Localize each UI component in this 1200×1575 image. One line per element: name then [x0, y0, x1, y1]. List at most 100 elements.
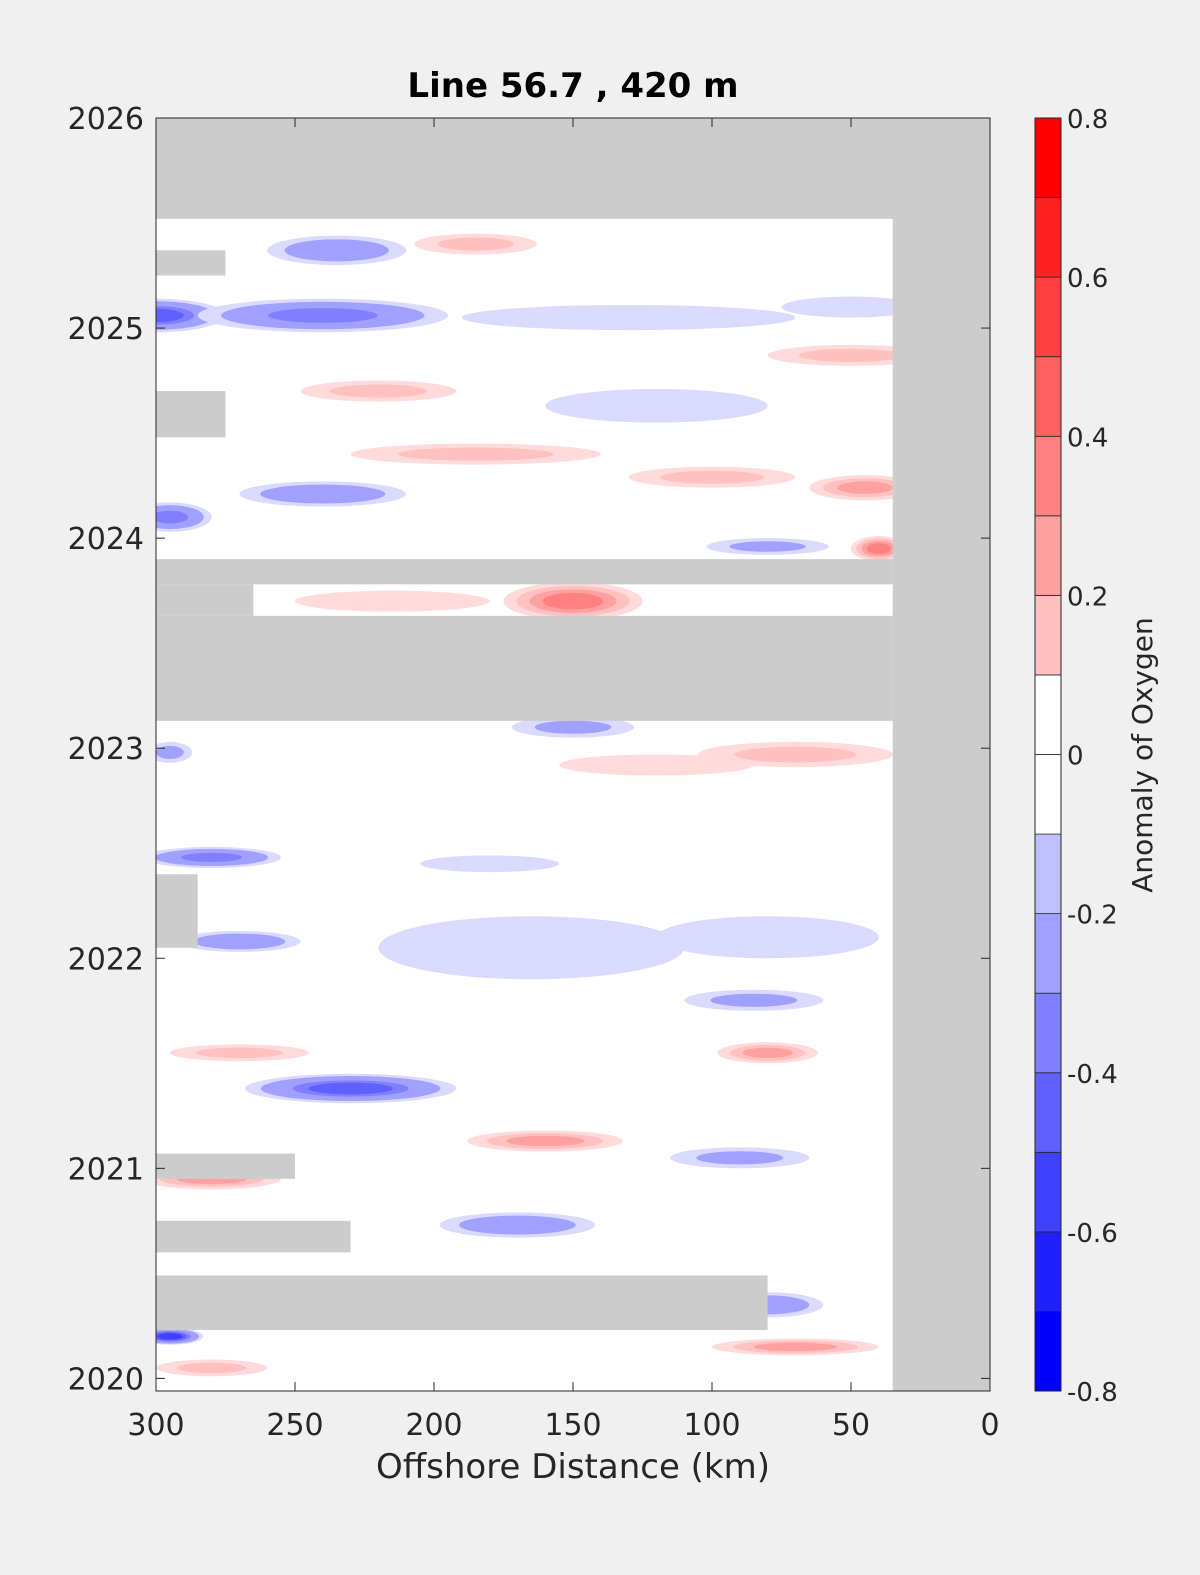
anomaly-blob [156, 502, 212, 532]
y-tick-label: 2021 [68, 1152, 144, 1187]
no-data-region [156, 615, 893, 721]
anomaly-contour-band [268, 308, 378, 323]
anomaly-blob [698, 741, 893, 768]
colorbar-band [1034, 594, 1062, 676]
anomaly-blob [559, 754, 754, 776]
anomaly-blob [439, 1212, 596, 1238]
anomaly-blob [267, 235, 407, 266]
colorbar-band [1034, 754, 1062, 835]
anomaly-blob [467, 1130, 624, 1152]
colorbar-tick-label: -0.2 [1067, 901, 1118, 931]
anomaly-contour-band [281, 487, 365, 501]
y-tick-label: 2020 [68, 1362, 144, 1397]
anomaly-blob [511, 716, 635, 738]
colorbar-band [1034, 435, 1062, 517]
anomaly-blob [197, 298, 448, 333]
no-data-mask [156, 118, 990, 1391]
anomaly-contour-band [437, 237, 514, 251]
anomaly-contour-band [208, 936, 270, 947]
anomaly-contour-band [329, 384, 428, 398]
anomaly-contour-band [729, 541, 806, 552]
anomaly-blob [156, 741, 193, 763]
colorbar: -0.8 -0.6 -0.4 -0.2 0 0.2 0.4 0.6 0.8 [1034, 105, 1118, 1408]
x-axis-label: Offshore Distance (km) [376, 1447, 770, 1487]
colorbar-tick-label: 0.8 [1067, 105, 1108, 135]
colorbar-tick-label: -0.8 [1067, 1378, 1118, 1408]
anomaly-contour-band [837, 481, 893, 495]
no-data-region [156, 1153, 295, 1179]
anomaly-blob [378, 916, 685, 980]
anomaly-blob [717, 1042, 818, 1064]
anomaly-contour-band [534, 720, 612, 734]
no-data-region [156, 1220, 351, 1253]
anomaly-contour-band [798, 348, 904, 362]
colorbar-label: Anomaly of Oxygen [1126, 617, 1159, 893]
y-tick-label: 2022 [68, 942, 144, 977]
anomaly-blob [461, 304, 796, 331]
anomaly-blob [156, 1327, 204, 1345]
anomaly-blob [420, 855, 560, 873]
no-data-region [156, 391, 226, 438]
colorbar-band [1034, 1072, 1062, 1153]
colorbar-band [1034, 276, 1062, 358]
anomaly-contour-band [742, 1047, 793, 1059]
anomaly-blob [781, 296, 921, 318]
anomaly-blob [545, 388, 768, 423]
x-tick-label: 0 [980, 1408, 999, 1443]
anomaly-contour-band [156, 510, 189, 524]
y-tick-label: 2023 [68, 732, 144, 767]
x-tick-label: 250 [266, 1408, 323, 1443]
anomaly-blob [169, 1044, 309, 1062]
anomaly-blob [300, 380, 457, 402]
colorbar-band [1034, 674, 1062, 755]
anomaly-blob [244, 1073, 457, 1104]
anomaly-contour-band [157, 1333, 183, 1340]
anomaly-contour-band [781, 296, 921, 318]
x-tick-label: 100 [683, 1408, 740, 1443]
anomaly-contour-band [397, 447, 554, 461]
anomaly-contour-band [734, 746, 857, 763]
anomaly-blob [350, 443, 601, 465]
anomaly-blob [295, 590, 490, 612]
anomaly-contour-band [308, 1082, 393, 1095]
x-tick-label: 200 [405, 1408, 462, 1443]
anomaly-contour-band [195, 1047, 283, 1059]
x-tick-label: 50 [832, 1408, 870, 1443]
anomaly-blob [156, 298, 226, 333]
anomaly-contour-band [478, 1218, 557, 1232]
colorbar-band [1034, 1231, 1062, 1312]
anomaly-blob [156, 1359, 268, 1377]
anomaly-contour-band [506, 1135, 585, 1147]
y-tick-label: 2024 [68, 522, 144, 557]
anomaly-contour-band [656, 916, 879, 959]
colorbar-band [1034, 833, 1062, 915]
no-data-region [156, 559, 893, 585]
anomaly-blob [767, 344, 935, 366]
anomaly-contours [156, 233, 935, 1377]
anomaly-blob [178, 930, 301, 952]
colorbar-band [1034, 117, 1062, 198]
no-data-region [156, 1275, 768, 1331]
colorbar-tick-label: -0.6 [1067, 1219, 1118, 1249]
anomaly-contour-band [295, 590, 490, 612]
colorbar-band [1034, 1311, 1062, 1392]
anomaly-contour-band [176, 1362, 247, 1374]
no-data-region [156, 250, 226, 276]
anomaly-contour-band [559, 754, 754, 776]
x-axis-ticks: 300 250 200 150 100 50 0 [127, 118, 1000, 1443]
anomaly-blob [156, 846, 282, 868]
anomaly-contour-band [420, 855, 560, 873]
colorbar-tick-label: 0.6 [1067, 264, 1108, 294]
chart-title: Line 56.7 , 420 m [407, 66, 738, 106]
colorbar-band [1034, 992, 1062, 1074]
anomaly-blob [684, 989, 824, 1011]
colorbar-band [1034, 515, 1062, 596]
anomaly-contour-band [710, 993, 798, 1007]
anomaly-contour-band [156, 308, 184, 323]
anomaly-contour-band [542, 592, 604, 610]
anomaly-blob [706, 538, 829, 555]
colorbar-band [1034, 356, 1062, 437]
no-data-region [156, 118, 990, 219]
anomaly-blob [503, 582, 643, 621]
